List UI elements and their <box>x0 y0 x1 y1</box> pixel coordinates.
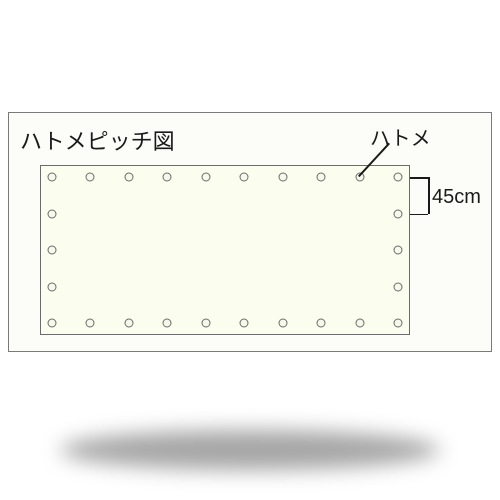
pitch-dimension-label: 45cm <box>432 186 481 209</box>
grommet <box>48 246 57 255</box>
dimension-line <box>410 214 428 216</box>
diagram-title: ハトメピッチ図 <box>20 124 175 156</box>
grommet <box>278 173 287 182</box>
dimension-line <box>428 177 430 214</box>
grommet <box>317 173 326 182</box>
grommet <box>163 173 172 182</box>
dimension-line <box>410 177 428 179</box>
grommet <box>48 209 57 218</box>
grommet <box>394 319 403 328</box>
grommet <box>355 319 364 328</box>
grommet <box>394 246 403 255</box>
grommet <box>86 173 95 182</box>
grommet <box>278 319 287 328</box>
tarp-sheet <box>40 165 410 335</box>
grommet <box>124 319 133 328</box>
grommet <box>201 319 210 328</box>
diagram-stage: ハトメピッチ図 ハトメ 45cm <box>0 0 500 500</box>
grommet <box>240 173 249 182</box>
grommet <box>48 282 57 291</box>
drop-shadow <box>60 430 440 470</box>
grommet <box>86 319 95 328</box>
grommet <box>394 173 403 182</box>
grommet <box>201 173 210 182</box>
grommet <box>48 173 57 182</box>
grommet <box>317 319 326 328</box>
grommet <box>394 282 403 291</box>
grommet <box>48 319 57 328</box>
grommet <box>394 209 403 218</box>
grommet <box>240 319 249 328</box>
grommet <box>124 173 133 182</box>
grommet <box>163 319 172 328</box>
grommet-callout-label: ハトメ <box>370 122 431 151</box>
